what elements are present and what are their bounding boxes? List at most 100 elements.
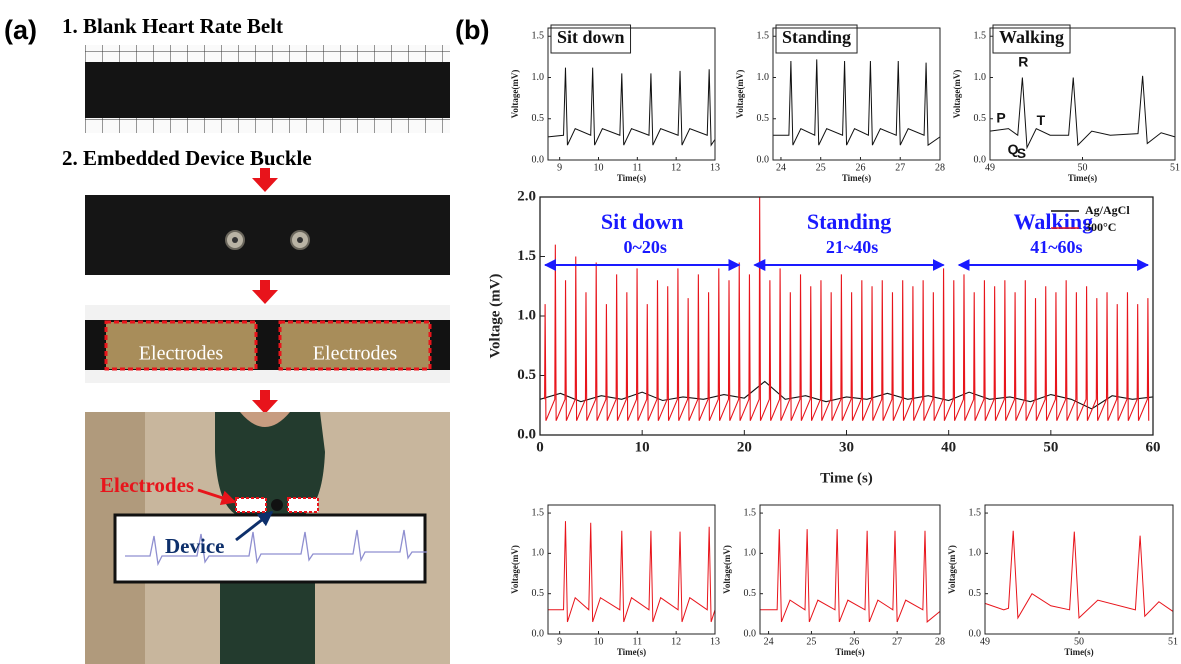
arrow-down (252, 280, 278, 304)
x-tick-label: 49 (980, 636, 990, 647)
x-tick-label: 60 (1146, 439, 1161, 455)
electrode-patch (235, 497, 267, 513)
step-title: 1. Blank Heart Rate Belt (62, 14, 283, 38)
y-tick-label: 1.0 (757, 72, 770, 83)
chart-title: Walking (999, 27, 1064, 47)
y-tick-label: 1.5 (744, 507, 757, 518)
x-tick-label: 51 (1168, 636, 1178, 647)
y-tick-label: 0.5 (969, 588, 982, 599)
x-axis-label: Time(s) (617, 173, 646, 183)
plot-frame (759, 504, 941, 635)
x-axis-label: Time(s) (1064, 647, 1093, 657)
y-tick-label: 0.5 (744, 588, 757, 599)
chart: 0.0 0.5 1.0 1.5 9 10 11 12 13 Time(s) Voltage(mV) (510, 504, 720, 657)
y-tick-label: 0.5 (532, 588, 545, 599)
y-tick-label: 0.0 (969, 628, 982, 639)
y-tick-label: 1.0 (969, 548, 982, 559)
y-tick-label: 1.0 (517, 307, 536, 323)
y-tick-label: 0.0 (757, 154, 770, 165)
series-line (984, 530, 1174, 620)
x-tick-label: 40 (941, 439, 956, 455)
x-tick-label: 26 (855, 162, 865, 173)
y-tick-label: 0.5 (517, 367, 536, 383)
x-tick-label: 27 (895, 162, 905, 173)
x-tick-label: 24 (776, 162, 786, 173)
x-tick-label: 12 (671, 162, 681, 173)
legend-label: Ag/AgCl (1085, 203, 1130, 217)
x-tick-label: 50 (1078, 162, 1088, 173)
y-tick-label: 1.0 (532, 548, 545, 559)
phase-label: Standing (807, 209, 891, 234)
x-tick-label: 9 (557, 636, 562, 647)
x-axis-label: Time(s) (617, 647, 646, 657)
x-axis-label: Time (s) (820, 470, 873, 486)
electrode-label: Electrodes (313, 343, 398, 365)
x-tick-label: 24 (764, 636, 774, 647)
electrode-patch (104, 320, 258, 371)
x-tick-label: 49 (985, 162, 995, 173)
y-axis-label: Voltage(mV) (735, 70, 745, 119)
x-tick-label: 11 (633, 162, 643, 173)
plot-frame (539, 196, 1154, 436)
plot-frame (989, 27, 1176, 161)
x-axis-label: Time(s) (842, 173, 871, 183)
series-line (548, 521, 716, 623)
pants (220, 582, 315, 664)
series-line (989, 75, 1176, 150)
y-tick-label: 0.0 (532, 154, 545, 165)
photo-label: Electrodes (100, 473, 194, 497)
x-tick-label: 10 (593, 162, 603, 173)
series-line (544, 196, 1150, 421)
pointer-arrow (235, 510, 274, 542)
y-tick-label: 0.0 (744, 628, 757, 639)
chart: 0.0 0.5 1.0 1.5 2.0 0 10 20 30 40 50 60 Time (s) Volt… (487, 188, 1160, 486)
plot-frame (547, 27, 716, 161)
plot-frame (984, 504, 1174, 635)
x-tick-label: 0 (536, 439, 544, 455)
y-tick-label: 0.5 (974, 113, 987, 124)
plot-frame (772, 27, 941, 161)
x-tick-label: 12 (671, 636, 681, 647)
y-tick-label: 1.5 (974, 31, 987, 42)
belt (85, 62, 450, 118)
y-tick-label: 0.5 (757, 113, 770, 124)
title-box (775, 24, 858, 54)
electrode-patch (287, 497, 319, 513)
snap-center (297, 237, 303, 243)
panel-a: (a) 1. Blank Heart Rate Belt 2. Embedded… (4, 14, 450, 664)
y-tick-label: 0.0 (974, 154, 987, 165)
y-tick-label: 1.5 (532, 31, 545, 42)
photo-label: Device (165, 534, 224, 558)
chart-title: Sit down (557, 27, 625, 47)
chart: 0.0 0.5 1.0 1.5 9 10 11 12 13 Time(s) Voltage(mV) S… (510, 24, 720, 183)
x-axis-label: Time(s) (835, 647, 864, 657)
x-tick-label: 13 (710, 162, 720, 173)
device (271, 499, 283, 511)
x-tick-label: 25 (806, 636, 816, 647)
x-tick-label: 51 (1170, 162, 1180, 173)
y-tick-label: 1.5 (757, 31, 770, 42)
y-tick-label: 1.5 (532, 507, 545, 518)
phase-range: 21~40s (826, 237, 878, 257)
y-axis-label: Voltage(mV) (947, 545, 957, 594)
title-box (550, 24, 632, 54)
x-axis-label: Time(s) (1068, 173, 1097, 183)
wave-label: Q (1008, 141, 1019, 157)
series-line (760, 529, 941, 623)
y-axis-label: Voltage(mV) (952, 70, 962, 119)
y-axis-label: Voltage(mV) (510, 545, 520, 594)
legend-label: 300°C (1085, 220, 1116, 234)
x-tick-label: 27 (892, 636, 902, 647)
y-axis-label: Voltage(mV) (510, 70, 520, 119)
y-axis-label: Voltage(mV) (722, 545, 732, 594)
chart: 0.0 0.5 1.0 1.5 49 50 51 Time(s) Voltage(mV) Walk… (952, 24, 1180, 183)
y-axis-label: Voltage (mV) (487, 274, 503, 359)
x-tick-label: 9 (557, 162, 562, 173)
arrow-down (252, 390, 278, 414)
y-tick-label: 0.5 (532, 113, 545, 124)
y-tick-label: 1.0 (532, 72, 545, 83)
x-tick-label: 30 (839, 439, 854, 455)
phase-range: 0~20s (623, 237, 666, 257)
chart-title: Standing (782, 27, 851, 47)
chart: 0.0 0.5 1.0 1.5 49 50 51 Time(s) Voltage(mV) (947, 504, 1178, 657)
